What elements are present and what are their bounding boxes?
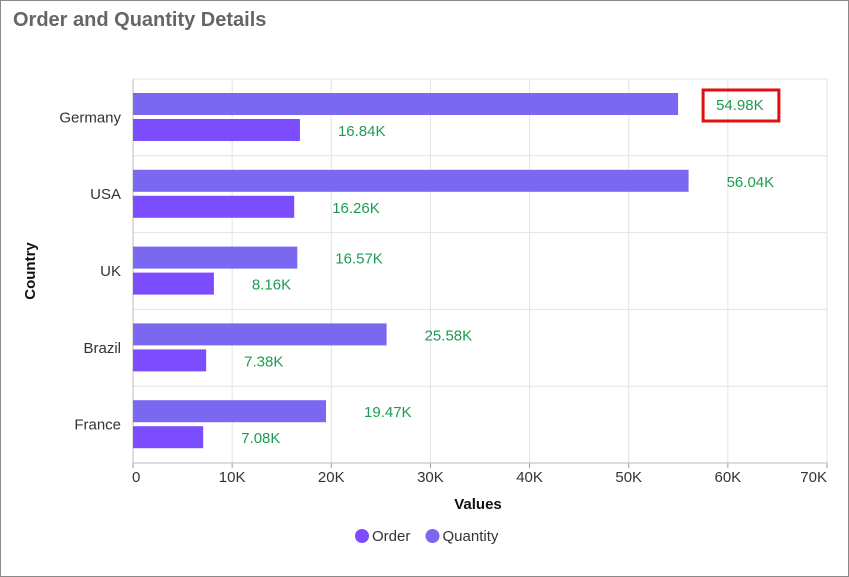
x-tick-label: 60K — [715, 469, 742, 486]
x-axis-ticks: 0 10K 20K 30K 40K 50K 60K 70K — [132, 469, 827, 486]
legend-label-quantity[interactable]: Quantity — [443, 528, 499, 545]
data-label-order: 16.26K — [332, 200, 380, 217]
highlight-box — [701, 88, 781, 123]
category-label: USA — [90, 186, 121, 203]
legend-marker-quantity[interactable] — [425, 529, 440, 543]
bar-order-usa[interactable] — [133, 195, 295, 218]
x-tick-label: 30K — [417, 469, 444, 486]
category-label: UK — [100, 263, 121, 280]
data-label-order: 7.38K — [244, 353, 283, 370]
x-tick-label: 20K — [318, 469, 345, 486]
x-tick-label: 70K — [800, 469, 827, 486]
x-axis-title: Values — [454, 496, 502, 513]
bar-quantity-uk[interactable] — [133, 246, 298, 269]
data-label-quantity: 19.47K — [364, 404, 412, 421]
bar-order-uk[interactable] — [133, 272, 214, 295]
legend[interactable]: Order Quantity — [355, 528, 499, 545]
data-label-quantity: 56.04K — [727, 174, 775, 191]
chart-title: Order and Quantity Details — [13, 9, 267, 31]
bar-quantity-france[interactable] — [133, 400, 327, 423]
y-axis-title: Country — [22, 242, 39, 300]
bar-quantity-germany[interactable] — [133, 93, 679, 115]
legend-marker-order[interactable] — [355, 529, 369, 543]
grid — [132, 78, 828, 468]
legend-label-order[interactable]: Order — [372, 528, 410, 545]
data-label-order: 16.84K — [338, 123, 386, 140]
data-label-order: 7.08K — [241, 430, 280, 447]
category-label: Brazil — [83, 340, 121, 357]
x-tick-label: 40K — [516, 469, 543, 486]
x-tick-label: 0 — [132, 469, 140, 486]
bar-order-germany[interactable] — [133, 119, 300, 141]
x-tick-label: 50K — [615, 469, 642, 486]
data-label-quantity: 16.57K — [335, 251, 383, 268]
category-label: France — [74, 417, 121, 434]
data-label-order: 8.16K — [252, 277, 291, 294]
bar-quantity-brazil[interactable] — [133, 323, 387, 346]
y-axis-categories: Germany USA UK Brazil France — [59, 109, 121, 433]
bar-order-brazil[interactable] — [133, 349, 207, 372]
data-label-quantity: 25.58K — [425, 327, 473, 344]
data-label-quantity: 54.98K — [716, 97, 764, 114]
category-label: Germany — [59, 109, 121, 126]
x-tick-label: 10K — [219, 469, 246, 486]
bars: 54.98K 16.84K 56.04K 16.26K 16.57K 8.16K 25.58… — [133, 88, 781, 449]
bar-order-france[interactable] — [133, 426, 204, 449]
bar-quantity-usa[interactable] — [133, 169, 689, 192]
